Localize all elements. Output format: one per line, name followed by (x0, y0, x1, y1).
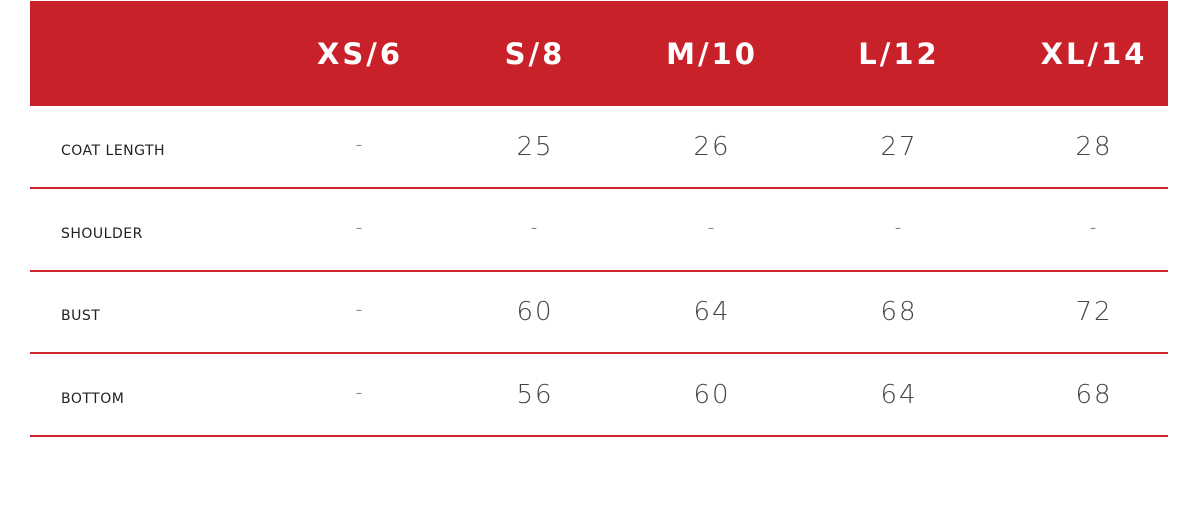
cell-value: 64 (880, 379, 918, 410)
cell-value: - (1089, 216, 1099, 238)
row-label: BOTTOM (61, 390, 125, 407)
cell-value: 68 (1075, 379, 1113, 410)
cell-value: - (707, 216, 717, 238)
cell-value: - (355, 299, 365, 320)
cell-value: 60 (693, 379, 731, 410)
cell-value: 26 (693, 132, 731, 162)
cell-value: 56 (516, 379, 554, 410)
cell-value: 28 (1075, 132, 1113, 162)
column-header: L/12 (858, 37, 940, 71)
cell-value: - (355, 381, 365, 403)
cell-value: 25 (516, 132, 554, 162)
row-label: BUST (61, 308, 101, 324)
row-label: COAT LENGTH (61, 143, 166, 159)
cell-value: 72 (1075, 297, 1113, 327)
column-header: M/10 (666, 37, 758, 71)
cell-value: 68 (880, 297, 918, 327)
row-label: SHOULDER (61, 225, 143, 242)
table-row: BUST - 60 64 68 72 (30, 271, 1168, 354)
cell-value: - (355, 216, 365, 238)
table-header: XS/6 S/8 M/10 L/12 XL/14 (30, 1, 1168, 106)
column-header: XL/14 (1040, 37, 1148, 71)
table-row: COAT LENGTH - 25 26 27 28 (30, 106, 1168, 189)
cell-value: - (355, 134, 365, 155)
column-header: S/8 (504, 37, 566, 71)
table-row: SHOULDER - - - - - (30, 189, 1168, 272)
cell-value: 60 (516, 297, 554, 327)
cell-value: - (894, 216, 904, 238)
cell-value: 27 (880, 132, 918, 162)
cell-value: 64 (693, 297, 731, 327)
column-header: XS/6 (316, 37, 404, 71)
cell-value: - (530, 216, 540, 238)
table-row: BOTTOM - 56 60 64 68 (30, 354, 1168, 437)
